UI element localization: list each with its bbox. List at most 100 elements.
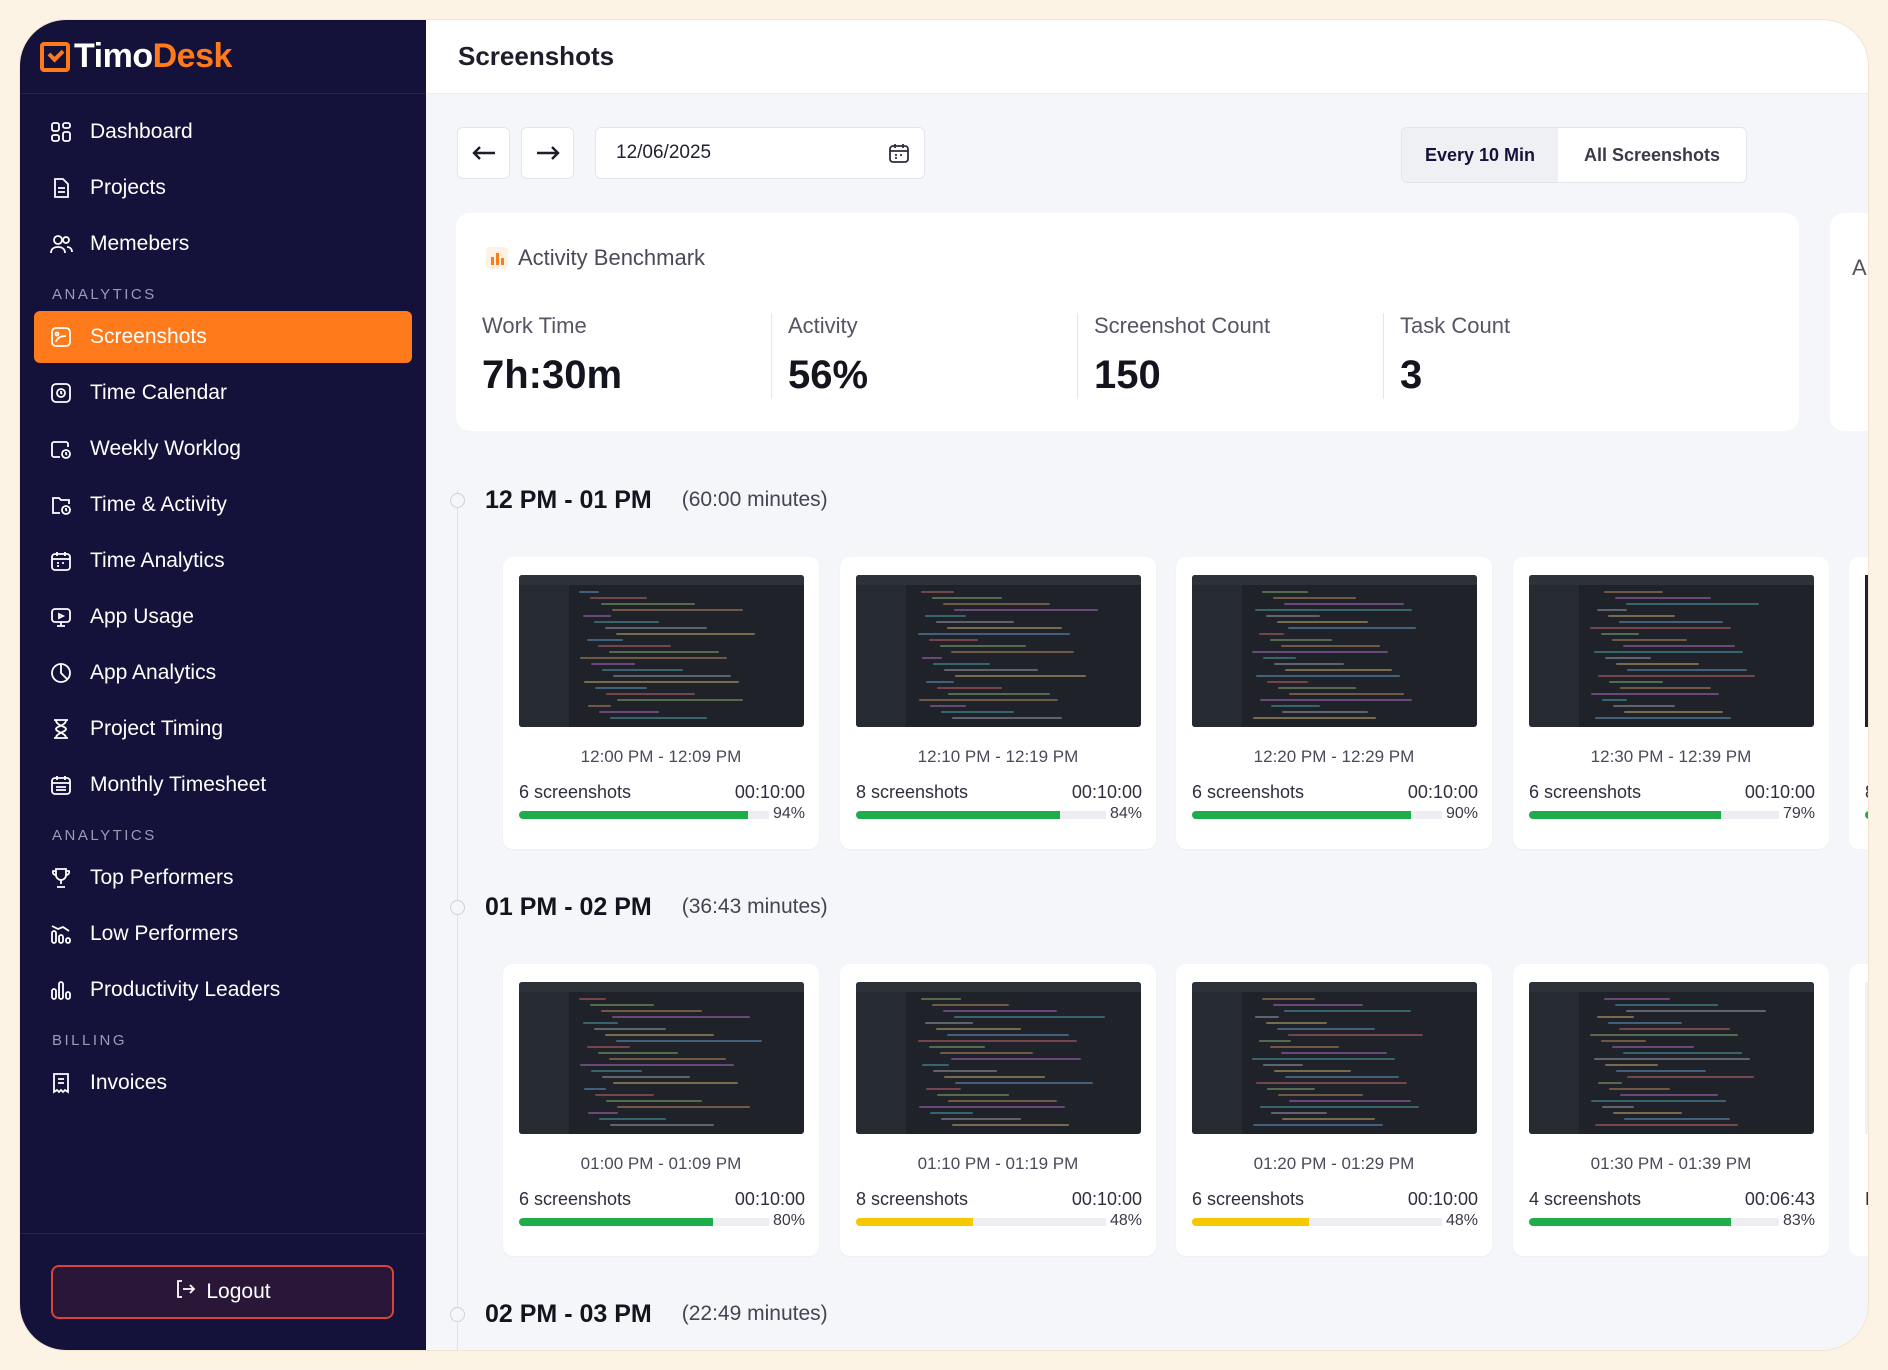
screenshot-thumbnail[interactable] (1192, 982, 1477, 1134)
next-day-button[interactable] (521, 127, 574, 179)
hour-minutes: (60:00 minutes) (681, 488, 828, 511)
activity-percent: 79% (1778, 805, 1815, 823)
sidebar-item-time-analytics[interactable]: Time Analytics (34, 535, 412, 587)
activity-bar-fill (1192, 811, 1411, 819)
nav-section-billing: BILLING (52, 1032, 128, 1049)
nav-section-analytics: ANALYTICS (52, 286, 157, 303)
next-benchmark-card-peek: Ap (1830, 213, 1868, 431)
screenshot-card[interactable]: 01:00 PM - 01:09 PM 6 screenshots 00:10:00… (503, 964, 819, 1256)
screenshot-thumbnail[interactable] (519, 575, 804, 727)
activity-bar (856, 811, 1142, 819)
sidebar-item-time-activity[interactable]: Time & Activity (34, 479, 412, 531)
sidebar-item-app-usage[interactable]: App Usage (34, 591, 412, 643)
main-content: Screenshots 12/06/2025 Every 10 Min All … (426, 20, 1868, 1350)
sidebar-item-low-performers[interactable]: Low Performers (34, 908, 412, 960)
arrow-left-icon (471, 146, 495, 160)
timeline-dot (450, 899, 465, 915)
screenshot-card[interactable]: 12:20 PM - 12:29 PM 6 screenshots 00:10:00… (1176, 557, 1492, 849)
hour-header: 01 PM - 02 PM (36:43 minutes) (450, 892, 828, 922)
logo[interactable]: TimoDesk (20, 20, 426, 94)
screenshot-card[interactable]: 12:10 PM - 12:19 PM 8 screenshots 00:10:00… (840, 557, 1156, 849)
screenshot-card[interactable]: 12:30 PM - 12:39 PM 6 screenshots 00:10:00… (1513, 557, 1829, 849)
sidebar-item-label: Top Performers (90, 866, 234, 889)
calendar-icon (48, 548, 74, 574)
activity-bar (519, 1218, 805, 1226)
date-picker-input[interactable]: 12/06/2025 (595, 127, 925, 179)
sidebar-item-productivity-leaders[interactable]: Productivity Leaders (34, 964, 412, 1016)
screenshot-card[interactable]: 01:10 PM - 01:19 PM 8 screenshots 00:10:00… (840, 964, 1156, 1256)
low-chart-icon (48, 921, 74, 947)
stat-label: Task Count (1400, 313, 1511, 338)
screenshot-thumbnail[interactable] (1192, 575, 1477, 727)
trophy-icon (48, 865, 74, 891)
stat-screenshot-count: Screenshot Count 150 (1094, 313, 1270, 399)
sidebar-item-label: App Analytics (90, 661, 217, 684)
screenshot-count: 8 screenshots (856, 782, 969, 802)
screenshot-count: 6 screenshots (519, 1189, 632, 1209)
screenshot-card[interactable]: 01:30 PM - 01:39 PM 4 screenshots 00:06:43… (1513, 964, 1829, 1256)
screenshot-card-peek[interactable]: 8 s (1849, 557, 1868, 849)
dashboard-icon (48, 119, 74, 145)
sidebar-item-members[interactable]: Memebers (34, 218, 412, 270)
screenshot-thumbnail[interactable] (856, 982, 1141, 1134)
screenshot-thumbnail[interactable] (856, 575, 1141, 727)
screenshot-thumbnail[interactable] (519, 982, 804, 1134)
duration: 00:10:00 (734, 782, 805, 802)
sidebar-item-project-timing[interactable]: Project Timing (34, 703, 412, 755)
screenshot-card[interactable]: 12:00 PM - 12:09 PM 6 screenshots 00:10:00… (503, 557, 819, 849)
activity-percent: 83% (1778, 1212, 1815, 1230)
screenshot-card-peek[interactable]: No (1849, 964, 1868, 1256)
activity-bar (1192, 811, 1478, 819)
sidebar-item-label: Time Calendar (90, 381, 227, 404)
hour-header: 02 PM - 03 PM (22:49 minutes) (450, 1299, 828, 1329)
activity-percent: 84% (1105, 805, 1142, 823)
date-value: 12/06/2025 (616, 142, 712, 163)
duration: 00:10:00 (1744, 782, 1815, 802)
screenshot-thumbnail[interactable] (1529, 982, 1814, 1134)
sidebar-item-label: Memebers (90, 232, 190, 255)
stat-label: Work Time (482, 313, 587, 338)
stat-activity: Activity 56% (788, 313, 868, 399)
stat-work-time: Work Time 7h:30m (482, 313, 622, 399)
sidebar-item-screenshots[interactable]: Screenshots (34, 311, 412, 363)
stat-label: Screenshot Count (1094, 313, 1271, 338)
sidebar-item-label: Invoices (90, 1071, 168, 1094)
activity-percent: 94% (768, 805, 805, 823)
screenshot-count: 6 screenshots (1529, 782, 1642, 802)
sidebar-item-projects[interactable]: Projects (34, 162, 412, 214)
activity-bar-fill (856, 1218, 973, 1226)
sidebar-item-label: Projects (90, 176, 166, 199)
time-range: 12:30 PM - 12:39 PM (1590, 747, 1752, 766)
logout-button[interactable]: Logout (51, 1265, 394, 1319)
sidebar-item-label: Time & Activity (90, 493, 227, 516)
sidebar-item-dashboard[interactable]: Dashboard (34, 106, 412, 158)
peek-text: Ap (1852, 255, 1868, 280)
peek-text: 8 s (1865, 782, 1868, 803)
screenshot-card[interactable]: 01:20 PM - 01:29 PM 6 screenshots 00:10:00… (1176, 964, 1492, 1256)
sidebar-item-label: Project Timing (90, 717, 224, 740)
nav-section-analytics-2: ANALYTICS (52, 827, 157, 844)
hour-header: 12 PM - 01 PM (60:00 minutes) (450, 485, 828, 515)
sidebar-item-app-analytics[interactable]: App Analytics (34, 647, 412, 699)
page-title: Screenshots (426, 20, 1868, 94)
hour-label: 02 PM - 03 PM (485, 1299, 652, 1328)
calendar-icon[interactable] (888, 142, 910, 164)
sidebar-item-weekly-worklog[interactable]: Weekly Worklog (34, 423, 412, 475)
all-screenshots-toggle[interactable]: All Screenshots (1583, 144, 1721, 165)
sidebar-item-label: Weekly Worklog (90, 437, 241, 460)
sidebar-item-top-performers[interactable]: Top Performers (34, 852, 412, 904)
activity-bar-fill (856, 811, 1061, 819)
logo-text-part1: Timo (74, 37, 153, 75)
hour-label: 01 PM - 02 PM (485, 892, 652, 921)
sidebar-item-monthly-timesheet[interactable]: Monthly Timesheet (34, 759, 412, 811)
activity-bar (1529, 1218, 1815, 1226)
screenshot-thumbnail[interactable] (1529, 575, 1814, 727)
monitor-icon (48, 604, 74, 630)
hour-minutes: (36:43 minutes) (681, 895, 828, 918)
every-10-min-toggle[interactable]: Every 10 Min (1402, 128, 1558, 182)
activity-bar (519, 811, 805, 819)
time-range: 01:00 PM - 01:09 PM (580, 1154, 742, 1173)
sidebar-item-time-calendar[interactable]: Time Calendar (34, 367, 412, 419)
prev-day-button[interactable] (457, 127, 510, 179)
sidebar-item-invoices[interactable]: Invoices (34, 1057, 412, 1109)
